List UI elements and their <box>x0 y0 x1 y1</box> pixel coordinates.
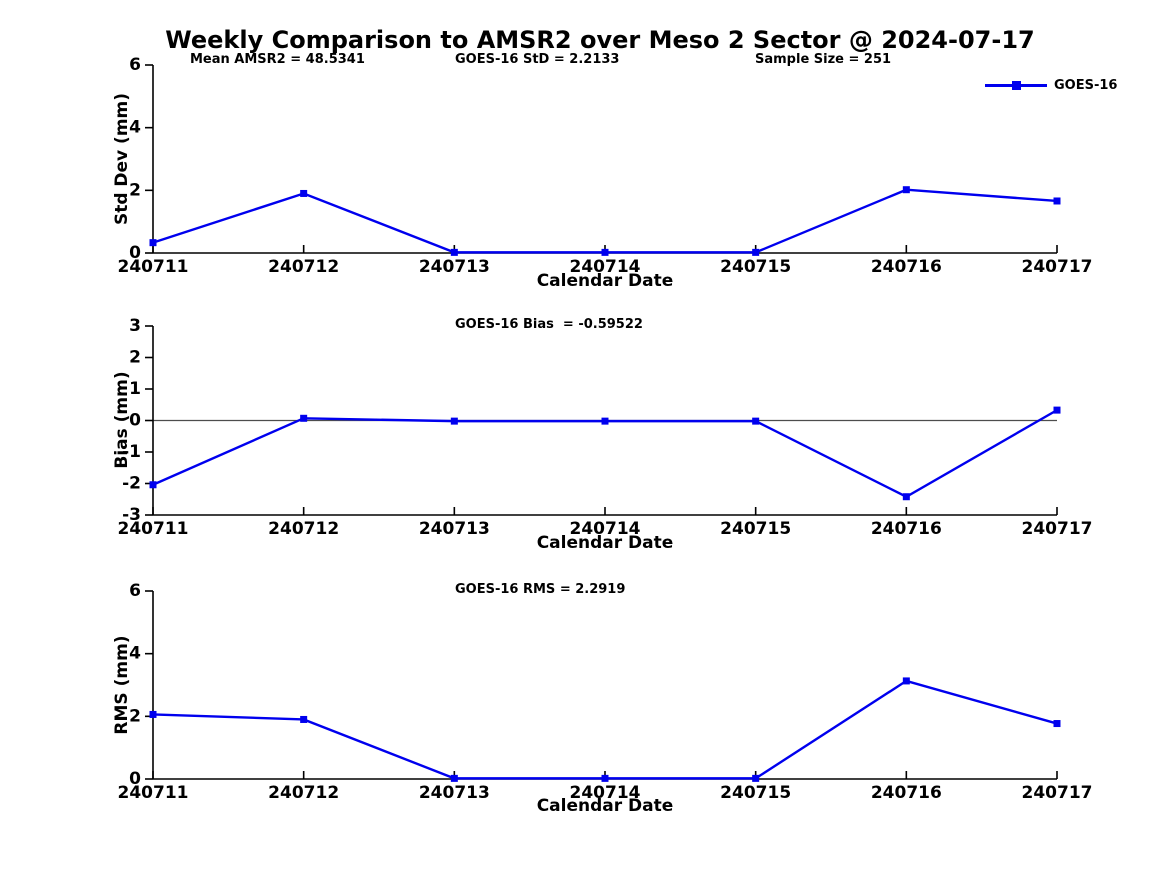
data-point-marker <box>300 189 308 197</box>
x-tick-label: 240715 <box>720 257 791 277</box>
x-tick-label: 240715 <box>720 519 791 539</box>
x-tick-label: 240716 <box>871 783 942 803</box>
data-point-marker <box>450 417 458 425</box>
y-tick-label: 3 <box>129 316 141 336</box>
y-tick-label: -1 <box>122 442 141 462</box>
figure-title: Weekly Comparison to AMSR2 over Meso 2 S… <box>165 26 1035 54</box>
x-tick-label: 240711 <box>118 519 189 539</box>
x-axis-label-panel1: Calendar Date <box>536 271 674 291</box>
x-tick-label: 240712 <box>268 519 339 539</box>
annotation-sample-size: Sample Size = 251 <box>755 52 892 67</box>
y-axis-label-stddev: Std Dev (mm) <box>112 92 132 226</box>
data-point-marker <box>149 239 157 247</box>
data-point-marker <box>1053 197 1061 205</box>
x-tick-label: 240716 <box>871 257 942 277</box>
x-tick-label: 240713 <box>419 783 490 803</box>
annotation-mean-amsr2: Mean AMSR2 = 48.5341 <box>190 52 365 67</box>
y-tick-label: 0 <box>129 411 141 431</box>
x-tick-label: 240714 <box>570 783 641 803</box>
annotation-goes16-std: GOES-16 StD = 2.2133 <box>455 52 620 67</box>
data-point-marker <box>752 417 760 425</box>
data-point-marker <box>902 493 910 501</box>
data-point-marker <box>149 481 157 489</box>
y-tick-label: 4 <box>129 644 141 664</box>
y-tick-label: 2 <box>129 706 141 726</box>
legend: GOES-16 <box>985 77 1117 93</box>
x-tick-label: 240712 <box>268 257 339 277</box>
data-point-marker <box>149 710 157 718</box>
x-tick-label: 240713 <box>419 519 490 539</box>
x-tick-label: 240716 <box>871 519 942 539</box>
data-point-marker <box>450 774 458 782</box>
data-point-marker <box>300 715 308 723</box>
y-tick-label: 0 <box>129 769 141 789</box>
annotation-goes16-rms: GOES-16 RMS = 2.2919 <box>455 582 626 597</box>
data-point-marker <box>902 677 910 685</box>
data-point-marker <box>450 248 458 256</box>
x-tick-label: 240714 <box>570 257 641 277</box>
y-tick-label: 4 <box>129 118 141 138</box>
series-line <box>152 188 1058 254</box>
x-tick-label: 240714 <box>570 519 641 539</box>
x-tick-label: 240712 <box>268 783 339 803</box>
x-tick-label: 240713 <box>419 257 490 277</box>
x-tick-label: 240717 <box>1022 783 1093 803</box>
legend-square-marker-icon <box>1012 80 1021 90</box>
data-point-marker <box>902 186 910 194</box>
y-tick-label: 1 <box>129 379 141 399</box>
annotation-goes16-bias: GOES-16 Bias = -0.59522 <box>455 317 643 332</box>
data-point-marker <box>601 774 609 782</box>
series-line <box>152 679 1058 780</box>
y-tick-label: 6 <box>129 55 141 75</box>
x-axis-label-panel3: Calendar Date <box>536 796 674 816</box>
x-axis-label-panel2: Calendar Date <box>536 533 674 553</box>
x-tick-label: 240711 <box>118 257 189 277</box>
y-tick-label: 0 <box>129 243 141 263</box>
y-tick-label: -2 <box>122 474 141 494</box>
data-point-marker <box>1053 720 1061 728</box>
legend-label: GOES-16 <box>1054 77 1118 93</box>
legend-line-sample <box>985 80 1047 90</box>
x-tick-label: 240711 <box>118 783 189 803</box>
data-point-marker <box>1053 406 1061 414</box>
data-point-marker <box>752 248 760 256</box>
data-point-marker <box>752 774 760 782</box>
y-axis-label-rms: RMS (mm) <box>112 635 132 735</box>
x-tick-label: 240715 <box>720 783 791 803</box>
x-tick-label: 240717 <box>1022 257 1093 277</box>
y-tick-label: -3 <box>122 505 141 525</box>
x-tick-label: 240717 <box>1022 519 1093 539</box>
data-point-marker <box>300 414 308 422</box>
data-point-marker <box>601 417 609 425</box>
y-tick-label: 2 <box>129 180 141 200</box>
y-axis-label-bias: Bias (mm) <box>112 371 132 469</box>
y-tick-label: 6 <box>129 581 141 601</box>
y-tick-label: 2 <box>129 348 141 368</box>
data-point-marker <box>601 248 609 256</box>
